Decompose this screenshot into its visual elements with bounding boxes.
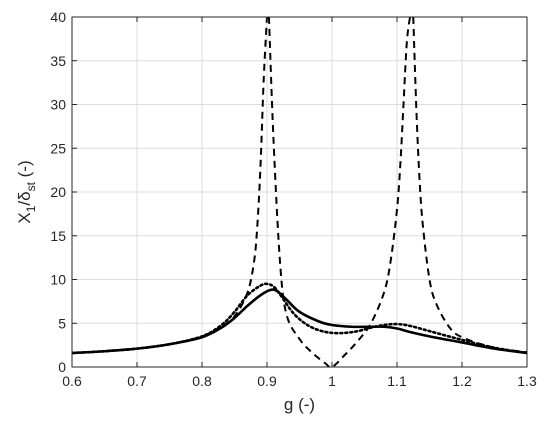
series-line-dashed-2 <box>412 17 527 354</box>
y-label-slash: / <box>15 201 34 206</box>
y-tick-label: 15 <box>50 228 66 244</box>
x-tick-label: 1 <box>328 373 336 389</box>
x-tick-label: 0.7 <box>127 373 147 389</box>
x-tick-label: 1.2 <box>452 373 472 389</box>
y-label-greek: δ <box>15 191 34 200</box>
y-tick-label: 25 <box>50 140 66 156</box>
x-tick-label: 0.6 <box>62 373 82 389</box>
series-group <box>72 17 527 367</box>
series-line-solid-3 <box>72 288 527 355</box>
x-axis-ticks: 0.6 0.7 0.8 0.9 1 1.1 1.2 1.3 <box>62 17 537 389</box>
y-tick-label: 10 <box>50 272 66 288</box>
y-tick-label: 40 <box>50 9 66 25</box>
y-tick-label: 0 <box>58 359 66 375</box>
series-line-dashed-0 <box>72 17 268 354</box>
series-line-dashed-1 <box>267 17 411 367</box>
x-axis-label: g (-) <box>284 395 315 414</box>
y-axis-ticks: 0 5 10 15 20 25 30 35 40 <box>50 9 527 375</box>
x-tick-label: 0.8 <box>192 373 212 389</box>
y-label-main-sub: 1 <box>24 205 38 212</box>
y-tick-label: 5 <box>58 315 66 331</box>
x-tick-label: 1.3 <box>517 373 537 389</box>
x-tick-label: 0.9 <box>257 373 277 389</box>
x-tick-label: 1.1 <box>387 373 407 389</box>
y-label-main: X <box>15 212 34 223</box>
y-tick-label: 20 <box>50 184 66 200</box>
grid-lines <box>71 16 528 368</box>
y-axis-label: X1/δst (-) <box>15 160 38 223</box>
y-label-unit: (-) <box>15 160 34 182</box>
y-label-greek-sub: st <box>24 181 38 191</box>
y-tick-label: 30 <box>50 97 66 113</box>
y-tick-label: 35 <box>50 53 66 69</box>
series-line-dotted-4 <box>72 282 527 355</box>
